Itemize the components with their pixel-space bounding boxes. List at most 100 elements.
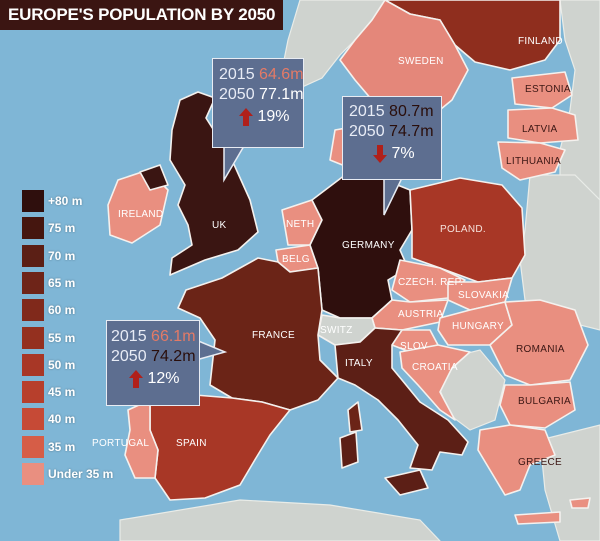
label-czech: CZECH. REP.: [398, 277, 464, 288]
legend-item: 75 m: [22, 217, 162, 240]
label-hungary: HUNGARY: [452, 321, 504, 332]
germany-change: 7%: [391, 145, 415, 163]
legend-swatch: [22, 463, 44, 485]
legend-item: 55 m: [22, 326, 162, 349]
france-year-2050: 2050: [111, 348, 147, 365]
label-uk: UK: [212, 220, 227, 231]
sicily-shape: [384, 469, 429, 496]
up-arrow-icon: [239, 108, 253, 126]
russia-landmass: [559, 0, 600, 231]
label-austria: AUSTRIA: [398, 309, 444, 320]
legend-swatch: [22, 408, 44, 431]
legend-label: 65 m: [48, 275, 76, 290]
legend-item: 70 m: [22, 244, 162, 267]
italy-shape: [334, 327, 469, 471]
label-croatia: CROATIA: [412, 362, 458, 373]
uk-year-2050: 2050: [219, 86, 255, 103]
spain-shape: [149, 394, 291, 501]
croatia-shape: [399, 344, 471, 421]
label-slov: SLOV: [400, 341, 428, 352]
legend-item: Under 35 m: [22, 463, 162, 485]
label-sweden: SWEDEN: [398, 56, 444, 67]
legend-label: 75 m: [48, 221, 76, 236]
legend-swatch: [22, 326, 44, 349]
portugal-shape: [124, 399, 159, 479]
bulgaria-shape: [499, 381, 576, 429]
label-poland: POLAND.: [440, 224, 487, 235]
legend-swatch: [22, 299, 44, 322]
label-ireland: IRELAND: [118, 209, 164, 220]
sardinia-shape: [339, 431, 359, 469]
lithuania-shape: [497, 141, 566, 181]
romania-shape: [489, 299, 589, 386]
legend-swatch: [22, 435, 44, 458]
legend-item: 50 m: [22, 353, 162, 376]
estonia-shape: [511, 71, 573, 109]
legend-item: 65 m: [22, 271, 162, 294]
legend-item: 60 m: [22, 299, 162, 322]
legend-label: +80 m: [48, 194, 83, 208]
label-greece: GREECE: [518, 457, 563, 468]
label-romania: ROMANIA: [516, 344, 565, 355]
uk-value-2050: 77.1m: [259, 86, 304, 103]
up-arrow-icon: [129, 370, 143, 388]
crete-shape: [514, 511, 561, 525]
germany-value-2050: 74.7m: [389, 123, 434, 140]
label-slovakia: SLOVAKIA: [458, 290, 510, 301]
label-estonia: ESTONIA: [525, 84, 571, 95]
uk-value-2015: 64.6m: [259, 66, 304, 83]
greece-shape: [477, 424, 556, 496]
legend-label: 70 m: [48, 248, 76, 263]
legend-item: +80 m: [22, 190, 162, 212]
france-value-2015: 66.1m: [151, 328, 196, 345]
uk-shape: [169, 91, 259, 276]
uk-change: 19%: [257, 108, 290, 126]
legend-label: 45 m: [48, 385, 76, 400]
france-value-2050: 74.2m: [151, 348, 196, 365]
label-italy: ITALY: [345, 358, 373, 369]
france-year-2015: 2015: [111, 328, 147, 345]
legend-label: Under 35 m: [48, 467, 114, 481]
label-neth: NETH: [286, 219, 315, 230]
northern-ireland-shape: [139, 164, 169, 191]
latvia-shape: [507, 107, 579, 144]
legend-swatch: [22, 244, 44, 267]
label-portugal: PORTUGAL: [92, 438, 150, 449]
uk-year-2015: 2015: [219, 66, 255, 83]
legend-label: 50 m: [48, 357, 76, 372]
map-title: EUROPE'S POPULATION BY 2050: [0, 0, 284, 30]
germany-value-2015: 80.7m: [389, 103, 434, 120]
cyprus-shape: [569, 497, 591, 509]
legend-label: 60 m: [48, 303, 76, 318]
label-bulgaria: BULGARIA: [518, 396, 571, 407]
germany-year-2015: 2015: [349, 103, 385, 120]
legend-item: 35 m: [22, 435, 162, 458]
label-germany: GERMANY: [342, 240, 395, 251]
germany-callout: 2015 80.7m 2050 74.7m 7%: [342, 96, 442, 180]
north-africa-landmass: [119, 499, 441, 541]
france-change: 12%: [147, 370, 180, 388]
down-arrow-icon: [373, 145, 387, 163]
label-spain: SPAIN: [176, 438, 207, 449]
france-callout: 2015 66.1m 2050 74.2m 12%: [106, 320, 200, 406]
legend-label: 55 m: [48, 330, 76, 345]
germany-year-2050: 2050: [349, 123, 385, 140]
legend-swatch: [22, 271, 44, 294]
legend-item: 45 m: [22, 381, 162, 404]
legend-label: 40 m: [48, 412, 76, 427]
legend-swatch: [22, 381, 44, 404]
legend-swatch: [22, 190, 44, 212]
label-lithuania: LITHUANIA: [506, 156, 561, 167]
uk-callout: 2015 64.6m 2050 77.1m 19%: [212, 58, 304, 148]
legend-item: 40 m: [22, 408, 162, 431]
label-latvia: LATVIA: [522, 124, 558, 135]
legend-label: 35 m: [48, 439, 76, 454]
legend-swatch: [22, 353, 44, 376]
corsica-shape: [347, 401, 363, 433]
legend-swatch: [22, 217, 44, 240]
label-belg: BELG: [282, 254, 310, 265]
label-france: FRANCE: [252, 330, 295, 341]
label-finland: FINLAND: [518, 36, 563, 47]
